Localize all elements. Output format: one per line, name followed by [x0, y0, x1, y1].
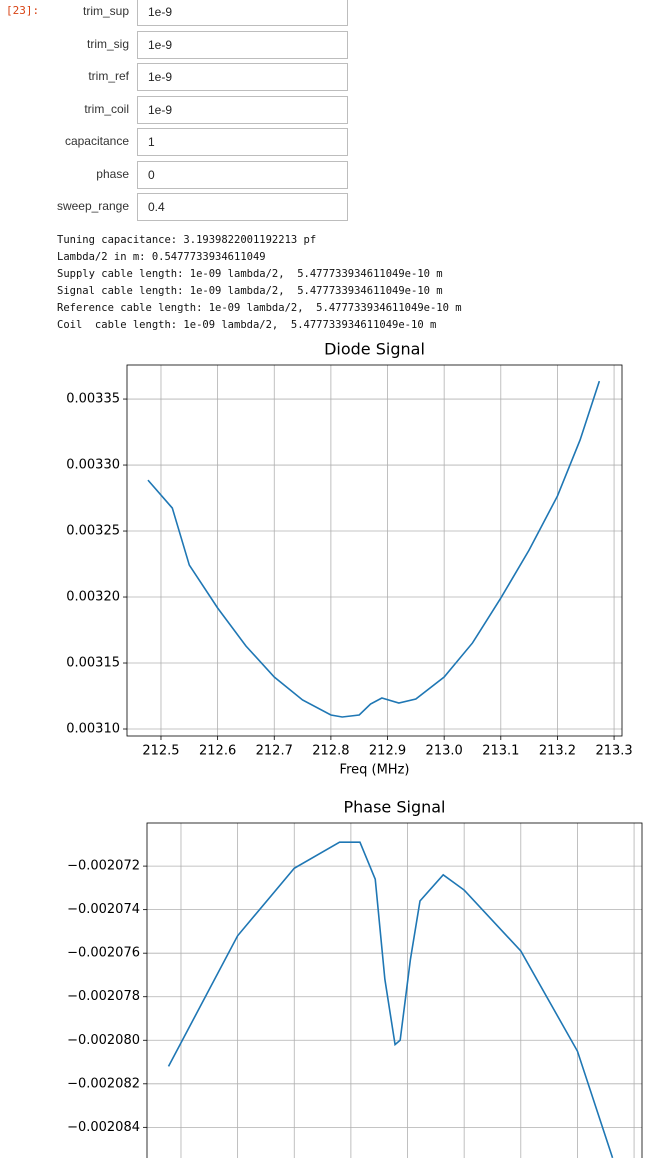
y-tick-label: 0.00310: [66, 722, 120, 737]
y-tick-label: 0.00335: [66, 392, 120, 407]
x-tick-label: 212.5: [142, 744, 179, 759]
x-tick-label: 213.3: [595, 744, 632, 759]
output-line: Reference cable length: 1e-09 lambda/2, …: [57, 302, 462, 314]
y-tick-label: −0.002072: [67, 859, 140, 874]
cell-output: Tuning capacitance: 3.1939822001192213 p…: [57, 232, 462, 334]
x-axis-label: Freq (MHz): [340, 763, 410, 778]
output-line: Lambda/2 in m: 0.5477733934611049: [57, 251, 266, 263]
x-tick-label: 212.8: [312, 744, 349, 759]
text-input[interactable]: 1e-9: [137, 63, 348, 91]
y-tick-label: −0.002082: [67, 1076, 140, 1091]
widget-label: trim_coil: [84, 101, 129, 116]
x-tick-label: 212.7: [256, 744, 293, 759]
widget-label: capacitance: [64, 134, 129, 148]
axes-frame: [146, 822, 643, 1158]
widget-label: trim_ref: [88, 69, 129, 83]
widget-label: trim_sup: [82, 4, 129, 18]
y-tick-label: 0.00330: [66, 458, 120, 473]
output-line: Tuning capacitance: 3.1939822001192213 p…: [57, 234, 317, 246]
y-tick-label: −0.002076: [67, 946, 140, 961]
y-tick-label: 0.00315: [66, 656, 120, 671]
text-input[interactable]: 1e-9: [137, 95, 348, 124]
widget-label: phase: [96, 166, 129, 181]
data-line: [167, 841, 614, 1158]
widget-label: sweep_range: [56, 199, 129, 213]
y-tick-label: 0.00320: [66, 590, 120, 605]
cell-prompt: [23]:: [6, 4, 40, 17]
chart-title: Diode Signal: [324, 340, 425, 359]
y-tick-label: 0.00325: [66, 524, 120, 539]
y-tick-label: −0.002074: [67, 902, 140, 917]
axes-frame: [126, 364, 623, 737]
x-tick-label: 212.6: [199, 744, 236, 759]
text-input[interactable]: 1e-9: [137, 0, 348, 26]
y-tick-label: −0.002078: [67, 989, 140, 1004]
x-tick-label: 213.2: [539, 744, 576, 759]
output-line: Supply cable length: 1e-09 lambda/2, 5.4…: [57, 268, 443, 280]
y-tick-label: −0.002080: [67, 1033, 140, 1048]
widget-label: trim_sig: [86, 36, 129, 51]
data-line: [147, 380, 601, 718]
text-input[interactable]: 0.4: [137, 193, 348, 221]
output-line: Coil cable length: 1e-09 lambda/2, 5.477…: [57, 319, 437, 331]
output-line: Signal cable length: 1e-09 lambda/2, 5.4…: [57, 285, 443, 297]
y-tick-label: −0.002084: [67, 1120, 140, 1135]
x-tick-label: 213.0: [426, 744, 463, 759]
chart-title: Phase Signal: [343, 798, 445, 817]
text-input[interactable]: 1: [137, 128, 348, 156]
text-input[interactable]: 1e-9: [137, 30, 348, 59]
text-input[interactable]: 0: [137, 160, 348, 189]
x-tick-label: 213.1: [482, 744, 519, 759]
x-tick-label: 212.9: [369, 744, 406, 759]
